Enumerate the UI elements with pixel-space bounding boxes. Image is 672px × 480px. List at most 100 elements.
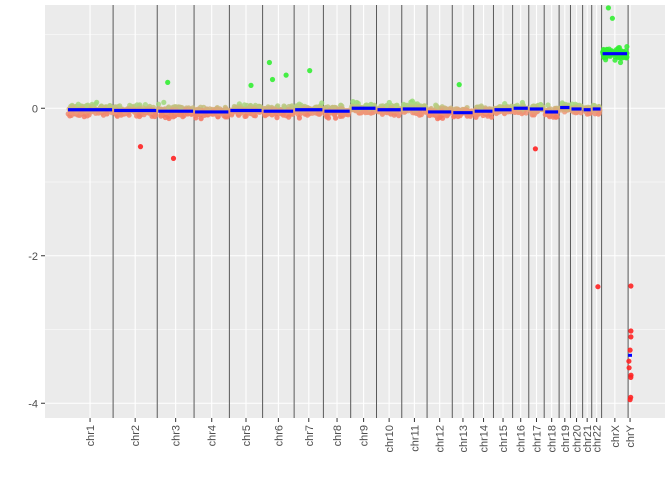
x-tick-label: chr6 [273, 425, 285, 446]
data-point [364, 102, 370, 108]
y-tick-label: -2 [28, 251, 38, 263]
outlier-point [626, 365, 632, 371]
data-point [281, 103, 287, 109]
x-tick-label: chr11 [409, 425, 421, 452]
data-point [368, 102, 374, 108]
data-point [156, 101, 162, 107]
data-point [497, 104, 503, 110]
x-tick-label: chr2 [130, 425, 142, 446]
outlier-point [248, 82, 254, 88]
data-point [586, 111, 592, 117]
x-tick-label: chrX [610, 424, 622, 447]
data-point [117, 111, 123, 117]
outlier-point [307, 68, 313, 74]
x-tick-label: chr14 [479, 425, 491, 453]
data-point [134, 102, 140, 108]
outlier-point [628, 328, 634, 334]
data-point [553, 114, 559, 120]
data-point [243, 113, 249, 119]
data-point [606, 46, 612, 52]
data-point [603, 57, 609, 63]
x-tick-label: chr19 [560, 425, 572, 453]
data-point [94, 99, 100, 105]
data-point [600, 46, 607, 53]
data-point [417, 110, 423, 116]
data-point [478, 104, 484, 110]
outlier-point [627, 397, 633, 403]
data-point [117, 103, 123, 109]
x-tick-label: chr20 [572, 425, 584, 453]
data-point [198, 116, 204, 122]
y-tick-label: 0 [32, 103, 38, 115]
outlier-point [456, 82, 462, 88]
data-point [391, 112, 397, 118]
data-point [161, 99, 167, 105]
outlier-point [170, 155, 177, 161]
data-point [81, 114, 87, 120]
data-point [332, 112, 338, 118]
data-point [181, 113, 187, 119]
x-tick-label: chrY [625, 424, 637, 447]
data-point [177, 105, 183, 111]
x-tick-label: chr16 [516, 425, 528, 453]
data-point [511, 109, 517, 115]
data-point [616, 55, 623, 61]
data-point [152, 112, 159, 118]
data-point [293, 103, 299, 109]
data-point [319, 100, 325, 106]
outlier-point [628, 334, 634, 340]
y-tick-label: -4 [28, 398, 38, 410]
data-point [485, 113, 491, 119]
outlier-point [605, 5, 612, 11]
x-tick-label: chr22 [592, 425, 604, 453]
x-tick-label: chr7 [304, 425, 316, 446]
data-point [443, 106, 449, 112]
data-point [434, 103, 440, 109]
segment-lines [68, 52, 632, 357]
data-point [75, 101, 81, 107]
data-point [274, 115, 280, 121]
outlier-point [137, 144, 144, 150]
data-point [538, 102, 544, 108]
data-point [324, 114, 330, 120]
outlier-point [165, 79, 171, 85]
data-point [315, 111, 321, 117]
data-point [615, 45, 622, 51]
data-point [84, 102, 90, 109]
data-point [569, 101, 575, 107]
data-point [136, 113, 143, 120]
x-tick-label: chr1 [85, 425, 97, 446]
outlier-point [595, 284, 601, 290]
plot-panel [45, 5, 665, 418]
data-point [68, 110, 74, 116]
outlier-point [626, 358, 632, 364]
data-point [363, 109, 369, 115]
data-point [514, 102, 520, 108]
x-tick-label: chr3 [171, 425, 183, 446]
outlier-point [269, 76, 276, 83]
x-tick-label: chr10 [384, 425, 396, 453]
outlier-point [609, 15, 616, 21]
x-tick-label: chr13 [458, 425, 470, 453]
data-point [384, 102, 390, 108]
data-point [617, 59, 624, 66]
outlier-point [627, 347, 633, 353]
x-tick-label: chr4 [207, 425, 219, 446]
outlier-point [628, 283, 634, 289]
data-point [359, 109, 365, 115]
x-tick-label: chr17 [531, 425, 543, 453]
x-tick-label: chr12 [435, 425, 447, 453]
x-tick-label: chr5 [241, 425, 253, 446]
data-point [223, 106, 229, 112]
data-point [162, 114, 168, 121]
data-point [104, 111, 110, 117]
x-tick-label: chr9 [359, 425, 371, 446]
chromosome-separators [112, 5, 629, 418]
x-tick-label: chr8 [332, 425, 344, 446]
outlier-point [266, 59, 272, 66]
data-point [126, 112, 132, 118]
x-tick-label: chr15 [498, 425, 510, 453]
data-point [596, 110, 602, 116]
data-point [523, 110, 529, 116]
